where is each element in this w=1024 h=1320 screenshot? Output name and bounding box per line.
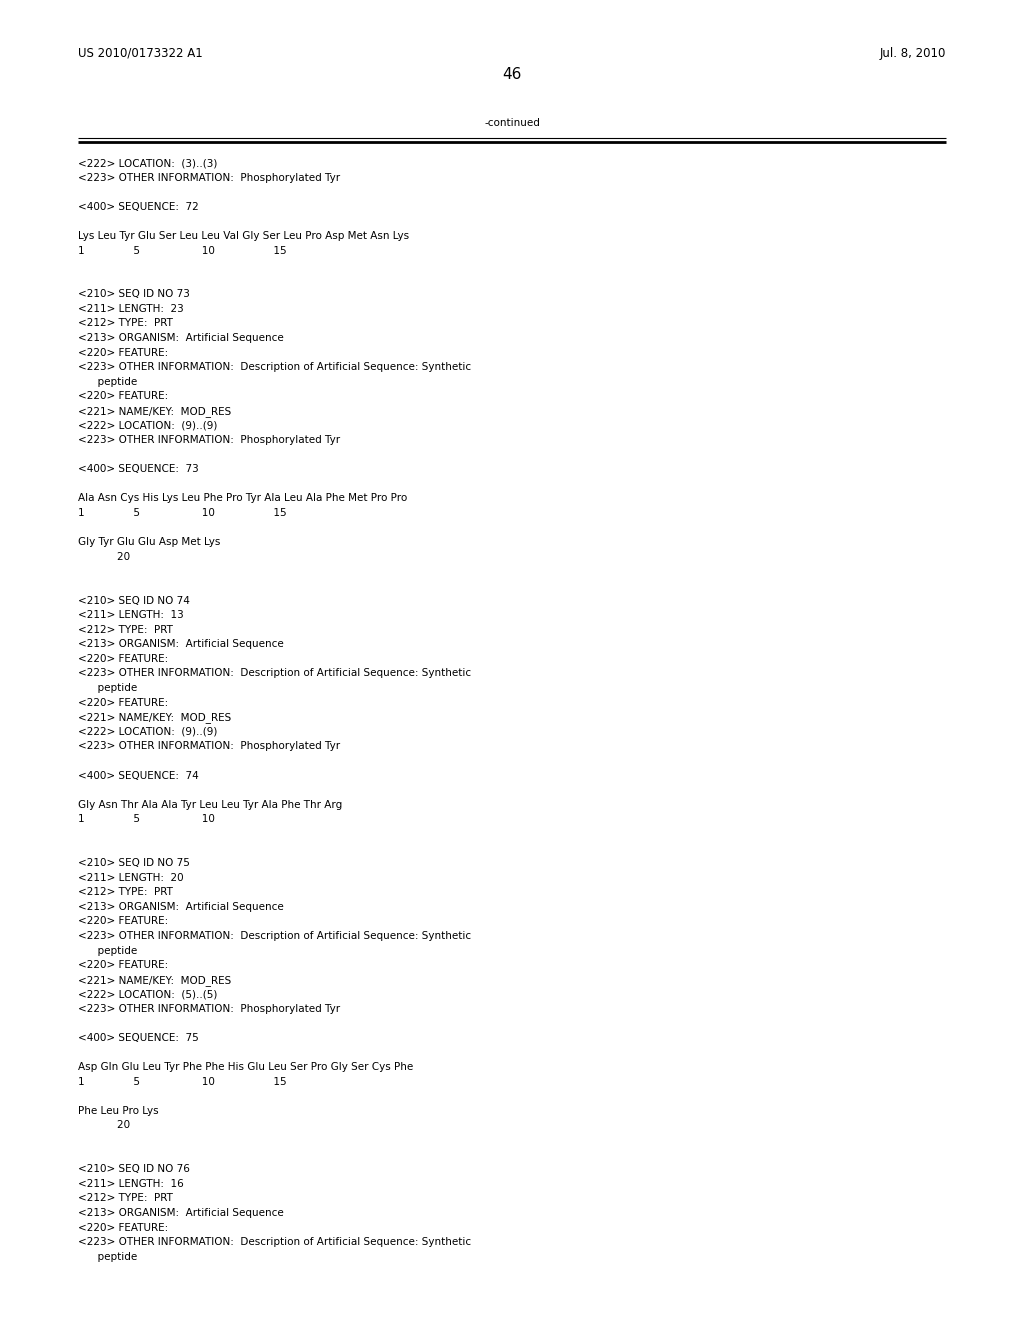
Text: <213> ORGANISM:  Artificial Sequence: <213> ORGANISM: Artificial Sequence	[78, 902, 284, 912]
Text: <220> FEATURE:: <220> FEATURE:	[78, 916, 168, 927]
Text: 1               5                   10                  15: 1 5 10 15	[78, 1077, 287, 1086]
Text: <220> FEATURE:: <220> FEATURE:	[78, 391, 168, 401]
Text: 1               5                   10                  15: 1 5 10 15	[78, 508, 287, 517]
Text: <212> TYPE:  PRT: <212> TYPE: PRT	[78, 624, 173, 635]
Text: <220> FEATURE:: <220> FEATURE:	[78, 653, 168, 664]
Text: <222> LOCATION:  (9)..(9): <222> LOCATION: (9)..(9)	[78, 421, 217, 430]
Text: Asp Gln Glu Leu Tyr Phe Phe His Glu Leu Ser Pro Gly Ser Cys Phe: Asp Gln Glu Leu Tyr Phe Phe His Glu Leu …	[78, 1063, 414, 1072]
Text: <400> SEQUENCE:  73: <400> SEQUENCE: 73	[78, 465, 199, 474]
Text: <222> LOCATION:  (3)..(3): <222> LOCATION: (3)..(3)	[78, 158, 217, 168]
Text: <213> ORGANISM:  Artificial Sequence: <213> ORGANISM: Artificial Sequence	[78, 333, 284, 343]
Text: peptide: peptide	[78, 1251, 137, 1262]
Text: <223> OTHER INFORMATION:  Description of Artificial Sequence: Synthetic: <223> OTHER INFORMATION: Description of …	[78, 362, 471, 372]
Text: <210> SEQ ID NO 73: <210> SEQ ID NO 73	[78, 289, 189, 300]
Text: <220> FEATURE:: <220> FEATURE:	[78, 347, 168, 358]
Text: 1               5                   10: 1 5 10	[78, 814, 215, 824]
Text: <220> FEATURE:: <220> FEATURE:	[78, 1222, 168, 1233]
Text: peptide: peptide	[78, 682, 137, 693]
Text: <211> LENGTH:  16: <211> LENGTH: 16	[78, 1179, 183, 1189]
Text: <222> LOCATION:  (9)..(9): <222> LOCATION: (9)..(9)	[78, 727, 217, 737]
Text: US 2010/0173322 A1: US 2010/0173322 A1	[78, 48, 203, 59]
Text: Gly Asn Thr Ala Ala Tyr Leu Leu Tyr Ala Phe Thr Arg: Gly Asn Thr Ala Ala Tyr Leu Leu Tyr Ala …	[78, 800, 342, 809]
Text: <212> TYPE:  PRT: <212> TYPE: PRT	[78, 887, 173, 898]
Text: <210> SEQ ID NO 75: <210> SEQ ID NO 75	[78, 858, 189, 869]
Text: Gly Tyr Glu Glu Asp Met Lys: Gly Tyr Glu Glu Asp Met Lys	[78, 537, 220, 548]
Text: <223> OTHER INFORMATION:  Description of Artificial Sequence: Synthetic: <223> OTHER INFORMATION: Description of …	[78, 931, 471, 941]
Text: <210> SEQ ID NO 74: <210> SEQ ID NO 74	[78, 595, 189, 606]
Text: <223> OTHER INFORMATION:  Phosphorylated Tyr: <223> OTHER INFORMATION: Phosphorylated …	[78, 742, 340, 751]
Text: <210> SEQ ID NO 76: <210> SEQ ID NO 76	[78, 1164, 189, 1175]
Text: <222> LOCATION:  (5)..(5): <222> LOCATION: (5)..(5)	[78, 989, 217, 999]
Text: <221> NAME/KEY:  MOD_RES: <221> NAME/KEY: MOD_RES	[78, 974, 231, 986]
Text: <223> OTHER INFORMATION:  Description of Artificial Sequence: Synthetic: <223> OTHER INFORMATION: Description of …	[78, 1237, 471, 1247]
Text: <211> LENGTH:  13: <211> LENGTH: 13	[78, 610, 183, 620]
Text: <220> FEATURE:: <220> FEATURE:	[78, 960, 168, 970]
Text: <221> NAME/KEY:  MOD_RES: <221> NAME/KEY: MOD_RES	[78, 407, 231, 417]
Text: -continued: -continued	[484, 117, 540, 128]
Text: <223> OTHER INFORMATION:  Phosphorylated Tyr: <223> OTHER INFORMATION: Phosphorylated …	[78, 436, 340, 445]
Text: <211> LENGTH:  20: <211> LENGTH: 20	[78, 873, 183, 883]
Text: <212> TYPE:  PRT: <212> TYPE: PRT	[78, 318, 173, 329]
Text: <223> OTHER INFORMATION:  Phosphorylated Tyr: <223> OTHER INFORMATION: Phosphorylated …	[78, 1003, 340, 1014]
Text: <220> FEATURE:: <220> FEATURE:	[78, 697, 168, 708]
Text: Jul. 8, 2010: Jul. 8, 2010	[880, 48, 946, 59]
Text: <221> NAME/KEY:  MOD_RES: <221> NAME/KEY: MOD_RES	[78, 713, 231, 723]
Text: <223> OTHER INFORMATION:  Description of Artificial Sequence: Synthetic: <223> OTHER INFORMATION: Description of …	[78, 668, 471, 678]
Text: <223> OTHER INFORMATION:  Phosphorylated Tyr: <223> OTHER INFORMATION: Phosphorylated …	[78, 173, 340, 182]
Text: 20: 20	[78, 552, 130, 562]
Text: 46: 46	[503, 67, 521, 82]
Text: Lys Leu Tyr Glu Ser Leu Leu Val Gly Ser Leu Pro Asp Met Asn Lys: Lys Leu Tyr Glu Ser Leu Leu Val Gly Ser …	[78, 231, 410, 242]
Text: 1               5                   10                  15: 1 5 10 15	[78, 246, 287, 256]
Text: <212> TYPE:  PRT: <212> TYPE: PRT	[78, 1193, 173, 1204]
Text: peptide: peptide	[78, 376, 137, 387]
Text: <213> ORGANISM:  Artificial Sequence: <213> ORGANISM: Artificial Sequence	[78, 1208, 284, 1218]
Text: <213> ORGANISM:  Artificial Sequence: <213> ORGANISM: Artificial Sequence	[78, 639, 284, 649]
Text: Ala Asn Cys His Lys Leu Phe Pro Tyr Ala Leu Ala Phe Met Pro Pro: Ala Asn Cys His Lys Leu Phe Pro Tyr Ala …	[78, 494, 408, 503]
Text: peptide: peptide	[78, 945, 137, 956]
Text: <400> SEQUENCE:  74: <400> SEQUENCE: 74	[78, 771, 199, 780]
Text: Phe Leu Pro Lys: Phe Leu Pro Lys	[78, 1106, 159, 1115]
Text: 20: 20	[78, 1121, 130, 1130]
Text: <211> LENGTH:  23: <211> LENGTH: 23	[78, 304, 183, 314]
Text: <400> SEQUENCE:  72: <400> SEQUENCE: 72	[78, 202, 199, 211]
Text: <400> SEQUENCE:  75: <400> SEQUENCE: 75	[78, 1034, 199, 1043]
